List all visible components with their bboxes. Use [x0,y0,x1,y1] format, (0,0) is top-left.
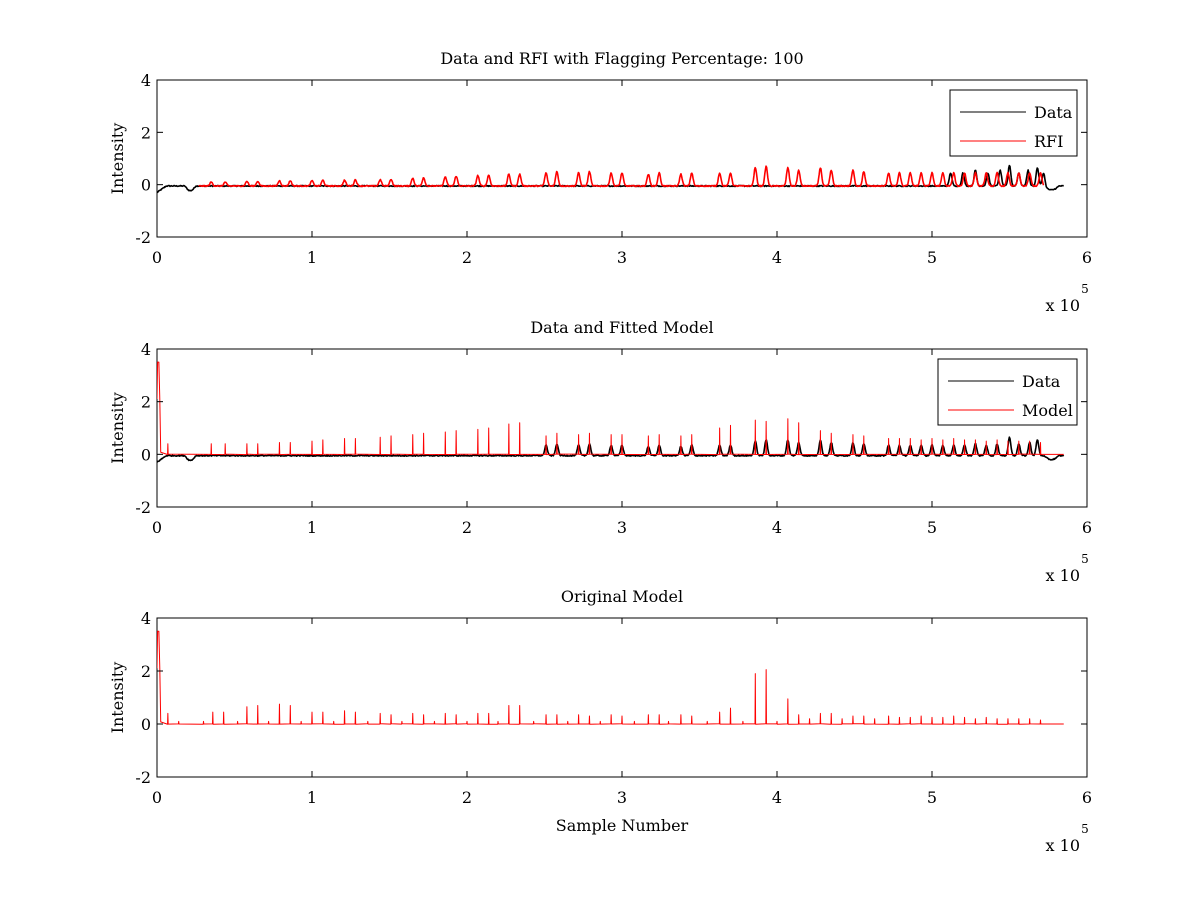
x-tick-label: 1 [307,788,317,807]
x-multiplier-exponent: 5 [1081,282,1089,296]
y-tick-label: -2 [135,498,151,517]
legend-label-model: Model [1022,401,1073,420]
y-axis-label: Intensity [108,392,127,464]
x-axis-label: Sample Number [556,816,689,835]
y-tick-label: 2 [141,662,151,681]
x-tick-label: 4 [772,788,782,807]
x-multiplier: x 10 [1046,836,1080,855]
plot-area [157,630,1064,725]
legend-box [937,358,1078,426]
x-tick-label: 5 [927,518,937,537]
x-tick-label: 3 [617,248,627,267]
series-line-rfi [198,165,1045,188]
legend: Data RFI [949,89,1078,157]
plot-area [157,361,1065,463]
y-tick-label: 4 [141,609,151,628]
axes-frame [156,348,1088,508]
x-tick-label: 3 [617,788,627,807]
x-tick-label: 1 [307,248,317,267]
x-tick-label: 0 [152,518,162,537]
x-tick-label: 6 [1082,518,1092,537]
x-tick-label: 0 [152,248,162,267]
x-multiplier: x 10 [1046,296,1080,315]
x-multiplier-exponent: 5 [1081,552,1089,566]
chart-title: Original Model [561,587,683,606]
x-tick-label: 3 [617,518,627,537]
chart-title: Data and RFI with Flagging Percentage: 1… [440,49,803,68]
chart-title: Data and Fitted Model [530,318,713,337]
x-tick-label: 1 [307,518,317,537]
x-tick-label: 5 [927,248,937,267]
y-tick-label: 2 [141,123,151,142]
x-tick-label: 5 [927,788,937,807]
x-tick-label: 4 [772,248,782,267]
x-tick-label: 2 [462,788,472,807]
x-tick-label: 6 [1082,248,1092,267]
y-tick-label: 0 [141,715,151,734]
x-multiplier: x 10 [1046,566,1080,585]
x-tick-label: 0 [152,788,162,807]
series-line-model [157,361,1064,456]
legend-label-rfi: RFI [1034,132,1063,151]
legend-label-data: Data [1022,372,1061,391]
legend: Data Model [937,358,1078,426]
y-tick-label: 0 [141,176,151,195]
axes-frame [156,617,1088,778]
y-tick-label: 4 [141,71,151,90]
y-tick-label: 0 [141,445,151,464]
x-tick-label: 4 [772,518,782,537]
legend-box [949,89,1078,157]
y-tick-label: 2 [141,393,151,412]
y-axis-label: Intensity [108,662,127,734]
series-line-original-model [157,630,1064,725]
x-multiplier-exponent: 5 [1081,822,1089,836]
x-tick-label: 2 [462,248,472,267]
y-axis-label: Intensity [108,123,127,195]
y-tick-label: 4 [141,340,151,359]
plot-area [157,164,1064,194]
series-line-data [157,436,1065,463]
y-tick-label: -2 [135,768,151,787]
x-tick-label: 6 [1082,788,1092,807]
x-tick-label: 2 [462,518,472,537]
y-tick-label: -2 [135,228,151,247]
axes-frame [156,79,1088,238]
legend-label-data: Data [1034,103,1073,122]
